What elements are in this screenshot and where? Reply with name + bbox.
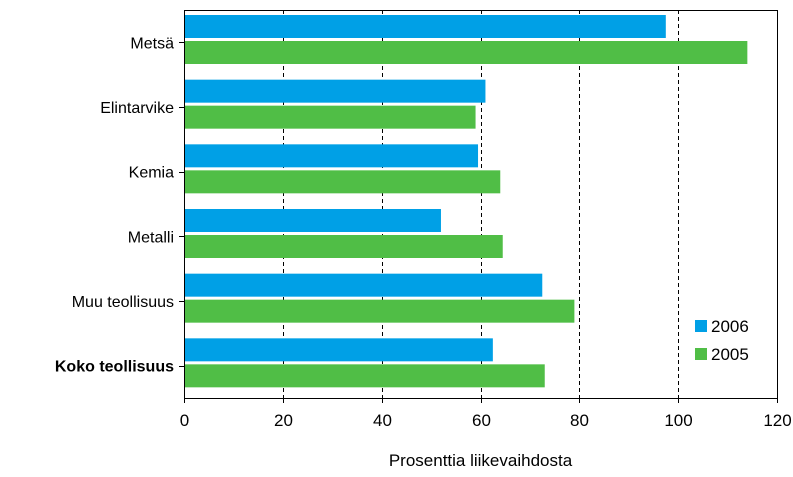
bar-2006 xyxy=(185,209,441,232)
x-axis-ticks: 0 20 40 60 80 100 120 xyxy=(180,398,792,430)
x-tick-label: 100 xyxy=(664,411,692,430)
bar-group xyxy=(185,15,748,64)
bar-2006 xyxy=(185,144,479,168)
bar-2006 xyxy=(185,338,493,362)
x-tick-label: 40 xyxy=(373,411,392,430)
x-tick-label: 60 xyxy=(472,411,491,430)
category-label: Metalli xyxy=(128,229,174,246)
bar-group xyxy=(185,338,545,388)
bar-2006 xyxy=(185,15,666,38)
bar-2006 xyxy=(185,79,486,103)
legend-swatch xyxy=(695,348,707,360)
bars xyxy=(185,15,748,388)
bar-group xyxy=(185,273,575,323)
bar-group xyxy=(185,209,503,258)
legend-item: 2005 xyxy=(695,345,749,364)
category-label: Elintarvike xyxy=(100,100,174,117)
category-label: Kemia xyxy=(129,165,174,182)
category-label: Muu teollisuus xyxy=(72,294,174,311)
x-tick-label: 20 xyxy=(274,411,293,430)
bar-2005 xyxy=(185,105,476,129)
legend: 2006 2005 xyxy=(695,317,749,364)
bar-2006 xyxy=(185,273,543,297)
x-tick-label: 120 xyxy=(763,411,791,430)
bar-group xyxy=(185,79,486,129)
bar-2005 xyxy=(185,41,748,64)
category-label: Metsä xyxy=(130,35,174,52)
legend-item: 2006 xyxy=(695,317,749,336)
legend-label: 2006 xyxy=(711,317,749,336)
bar-2005 xyxy=(185,299,575,323)
category-labels: Metsä Elintarvike Kemia Metalli Muu teollisu… xyxy=(55,35,184,376)
grid-lines xyxy=(283,10,679,398)
x-tick-label: 80 xyxy=(570,411,589,430)
bar-group xyxy=(185,144,501,194)
x-axis-title: Prosenttia liikevaihdosta xyxy=(389,451,573,470)
bar-2005 xyxy=(185,364,545,388)
legend-label: 2005 xyxy=(711,345,749,364)
x-tick-label: 0 xyxy=(180,411,189,430)
bar-2005 xyxy=(185,170,501,194)
category-label: Koko teollisuus xyxy=(55,359,174,376)
legend-swatch xyxy=(695,320,707,332)
bar-2005 xyxy=(185,235,503,258)
